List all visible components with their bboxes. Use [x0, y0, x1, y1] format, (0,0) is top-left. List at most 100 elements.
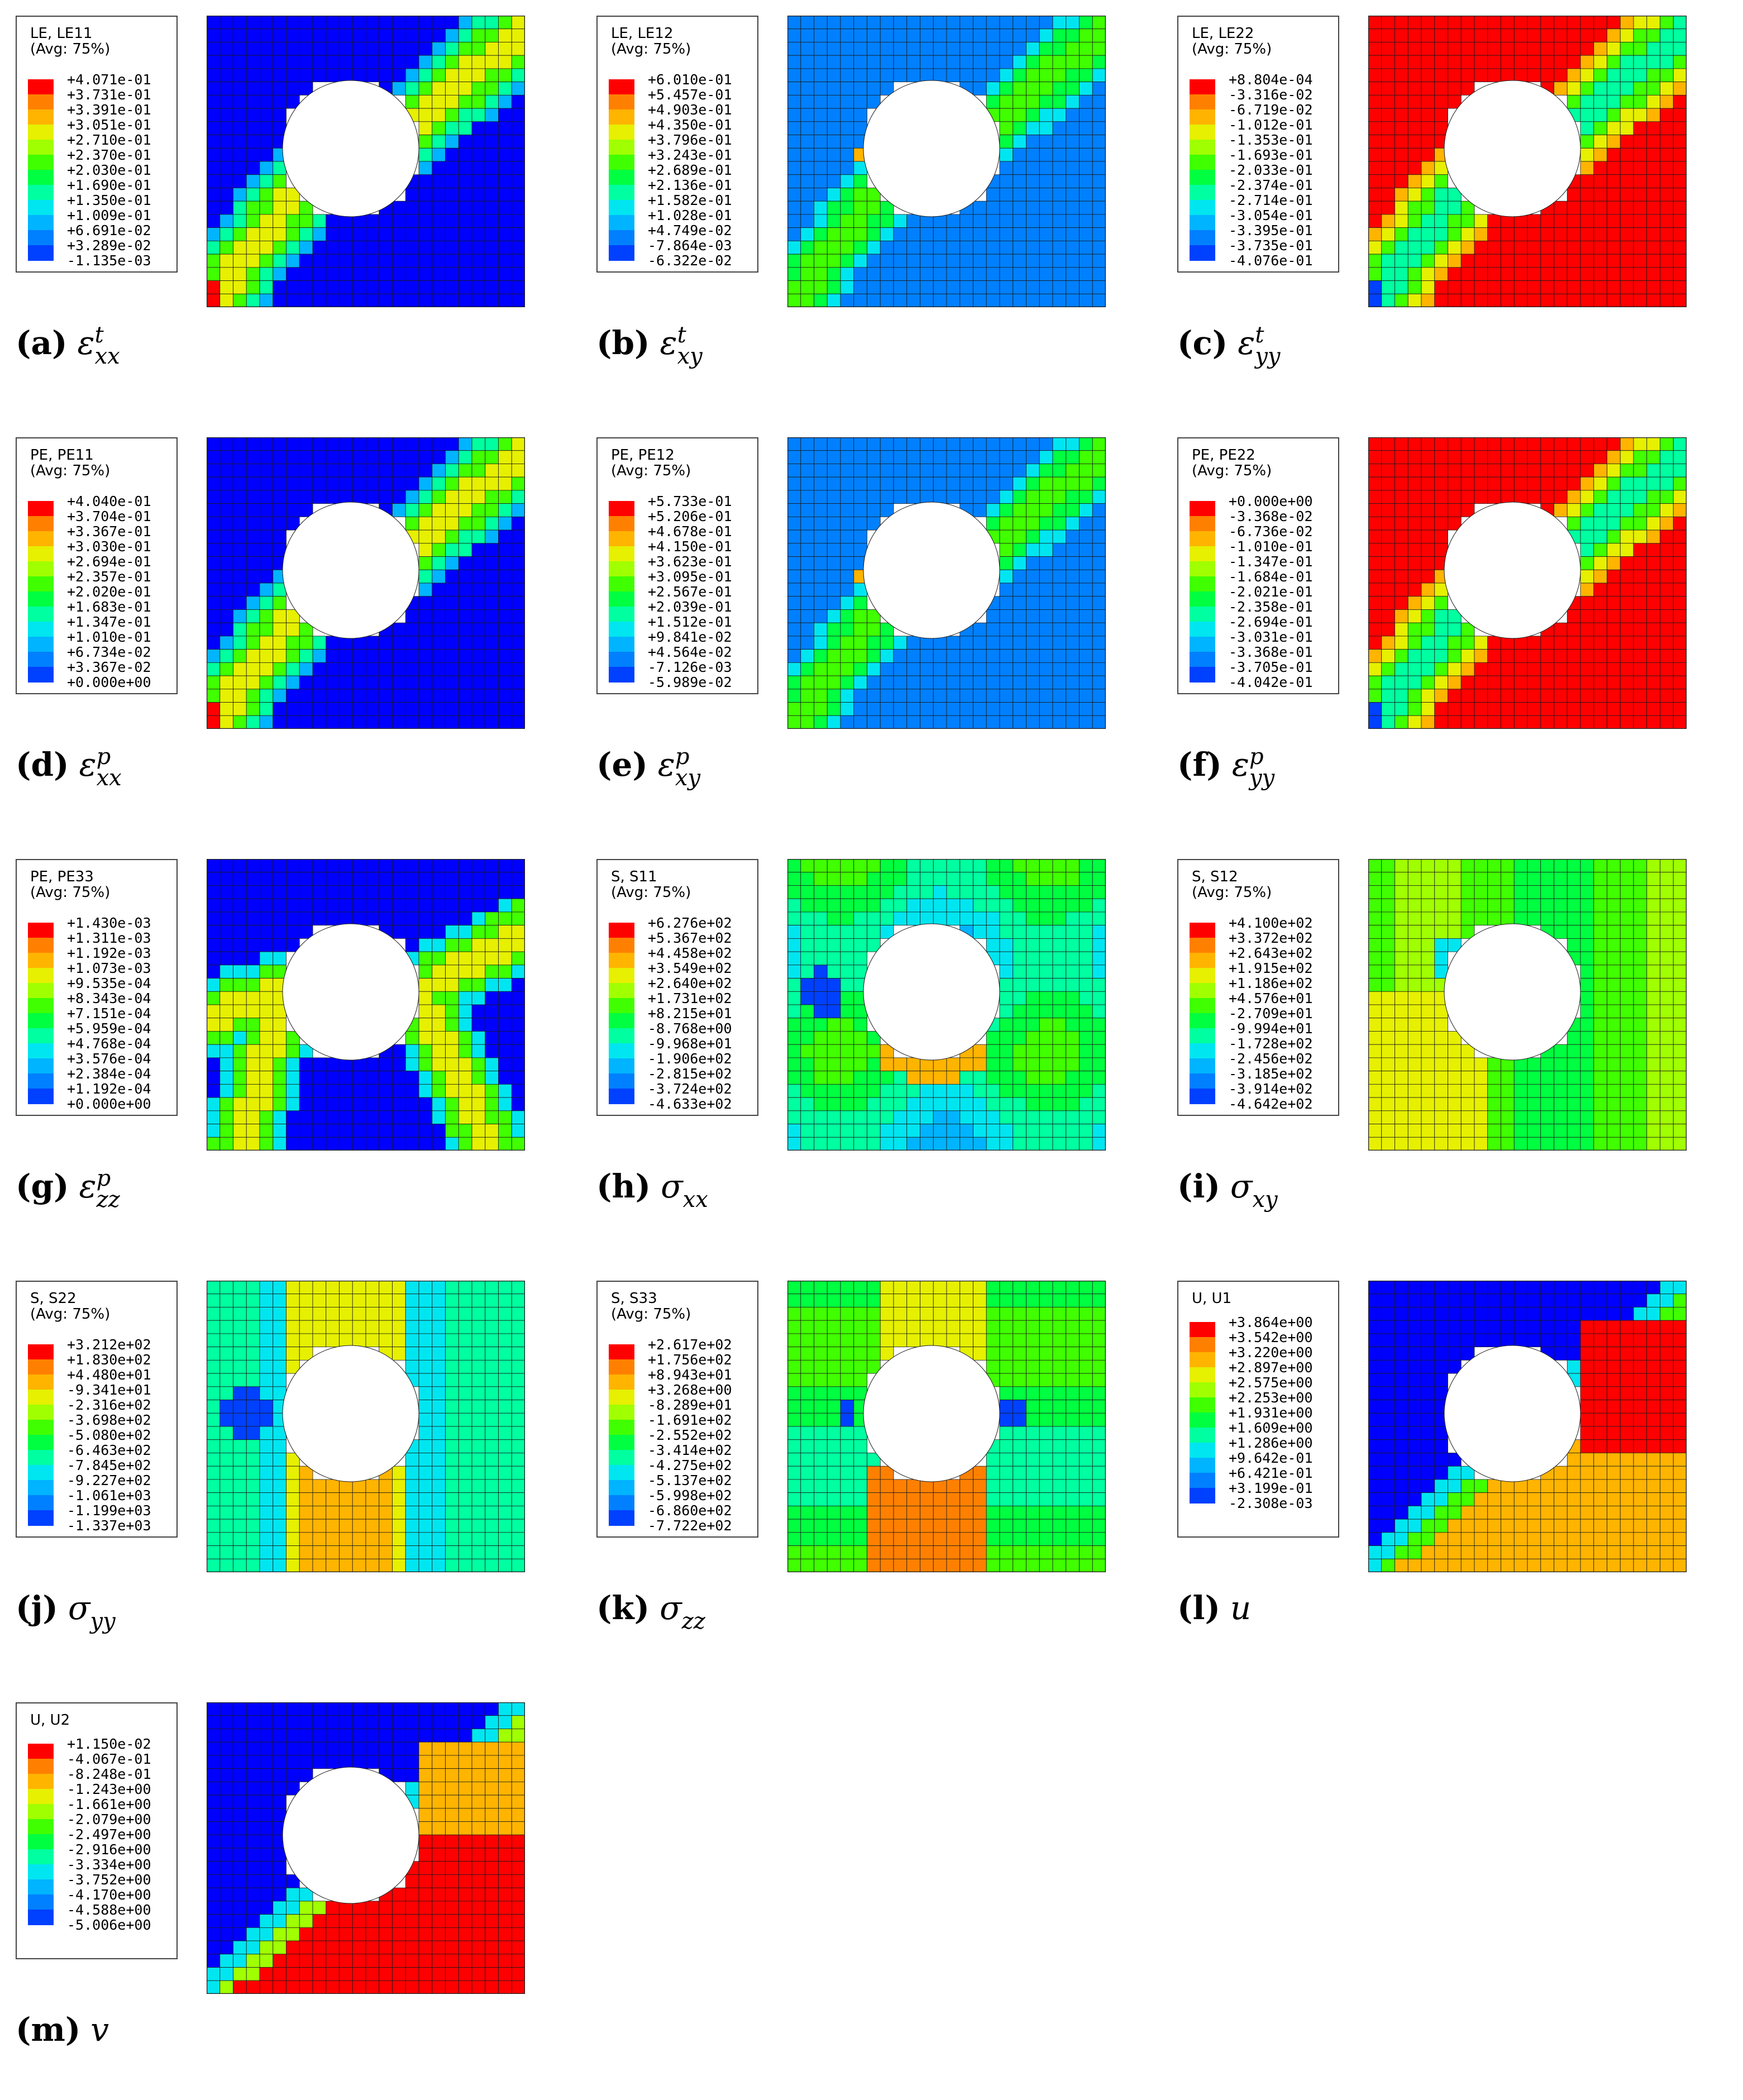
mesh-element [1567, 715, 1581, 729]
mesh-element [259, 280, 274, 294]
mesh-element [800, 1426, 814, 1440]
mesh-element [207, 1453, 221, 1467]
color-scale: +5.733e-01 +5.206e-01 +4.678e-01 +4.150e-01… [609, 494, 732, 690]
mesh-element [1580, 583, 1594, 597]
mesh-element [207, 55, 221, 69]
mesh-elements [207, 16, 525, 307]
mesh-element [498, 1492, 512, 1506]
legend: PE, PE22 (Avg: 75%) +0.000e+00 -3.368e-02 -6… [1177, 437, 1339, 694]
mesh-element [867, 925, 881, 939]
mesh-element [392, 1307, 406, 1321]
mesh-element [973, 859, 987, 873]
mesh-element [1092, 1031, 1106, 1045]
mesh-element [511, 898, 525, 913]
mesh-element [1092, 636, 1106, 650]
mesh-element [511, 636, 525, 650]
mesh-element [405, 1110, 419, 1124]
mesh-element [1421, 609, 1435, 623]
mesh-element [445, 991, 459, 1005]
mesh-element [418, 1439, 433, 1453]
mesh-element [1066, 161, 1080, 175]
mesh-element [352, 715, 366, 729]
mesh-element [273, 1044, 286, 1058]
mesh-element [933, 885, 947, 899]
mesh-element [1607, 938, 1621, 952]
mesh-element [418, 1137, 433, 1151]
mesh-element [379, 240, 393, 255]
mesh-element [787, 1412, 801, 1427]
mesh-element [1079, 1071, 1093, 1085]
mesh-element [1066, 227, 1080, 241]
mesh-element [405, 1031, 419, 1045]
mesh-element [511, 1320, 525, 1334]
legend-tick-label: -2.021e-01 [1229, 584, 1313, 600]
mesh-element [1368, 135, 1382, 149]
mesh-element [458, 622, 472, 637]
mesh-element [867, 649, 881, 663]
mesh-element [1026, 702, 1040, 716]
mesh-element [273, 450, 286, 464]
mesh-element [1593, 978, 1607, 992]
mesh-element [787, 965, 801, 979]
mesh-element [1487, 1071, 1501, 1085]
mesh-element [1066, 911, 1080, 926]
mesh-element [814, 569, 828, 584]
mesh-element [1013, 94, 1026, 109]
mesh-element [1421, 556, 1435, 570]
mesh-element [1368, 240, 1382, 255]
mesh-element [498, 1333, 512, 1348]
mesh-element [1460, 227, 1475, 241]
mesh-element [787, 1505, 801, 1520]
mesh-element [445, 1347, 459, 1361]
legend-header: LE, LE12 (Avg: 75%) [611, 26, 691, 57]
mesh-element [814, 715, 828, 729]
mesh-element [339, 16, 353, 30]
mesh-element [471, 689, 486, 703]
mesh-element [471, 450, 486, 464]
legend: PE, PE12 (Avg: 75%) +5.733e-01 +5.206e-01 +4… [596, 437, 758, 694]
mesh-element [800, 1373, 814, 1387]
mesh-element [299, 437, 313, 451]
mesh-element [814, 516, 828, 531]
mesh-element [1660, 991, 1674, 1005]
mesh-element [1368, 636, 1382, 650]
mesh-element [511, 622, 525, 637]
mesh-element [1434, 437, 1448, 451]
mesh-element [312, 1532, 327, 1546]
mesh-element [207, 1071, 221, 1085]
hole-outline [282, 502, 419, 639]
mesh-element [1092, 529, 1106, 544]
mesh-element [1079, 1004, 1093, 1019]
mesh-element [498, 437, 512, 451]
mesh-element [1633, 293, 1648, 307]
mesh-element [1066, 82, 1080, 96]
mesh-element [498, 28, 512, 42]
mesh-element [1052, 503, 1067, 517]
mesh-element [405, 702, 419, 716]
mesh-element [840, 938, 854, 952]
mesh-element [352, 1294, 366, 1307]
mesh-element [986, 1137, 1000, 1151]
mesh-element [326, 649, 340, 663]
mesh-element [1567, 689, 1581, 703]
mesh-element [906, 450, 920, 464]
mesh-element [853, 1466, 867, 1480]
mesh-element [471, 437, 486, 451]
mesh-element [219, 1479, 233, 1493]
mesh-element [840, 121, 854, 135]
mesh-element [219, 161, 233, 175]
contour-plot [1368, 437, 1687, 729]
scale-swatch [1190, 576, 1215, 592]
mesh-element [1013, 227, 1026, 241]
legend-averaging: (Avg: 75%) [30, 1306, 111, 1323]
mesh-element [1487, 872, 1501, 886]
mesh-element [1646, 94, 1660, 109]
mesh-element [365, 1492, 380, 1506]
mesh-element [1620, 1084, 1634, 1098]
mesh-element [1395, 715, 1408, 729]
mesh-element [1513, 702, 1528, 716]
mesh-element [800, 174, 814, 188]
mesh-element [853, 925, 867, 939]
mesh-element [827, 1359, 841, 1374]
mesh-element [432, 1492, 446, 1506]
